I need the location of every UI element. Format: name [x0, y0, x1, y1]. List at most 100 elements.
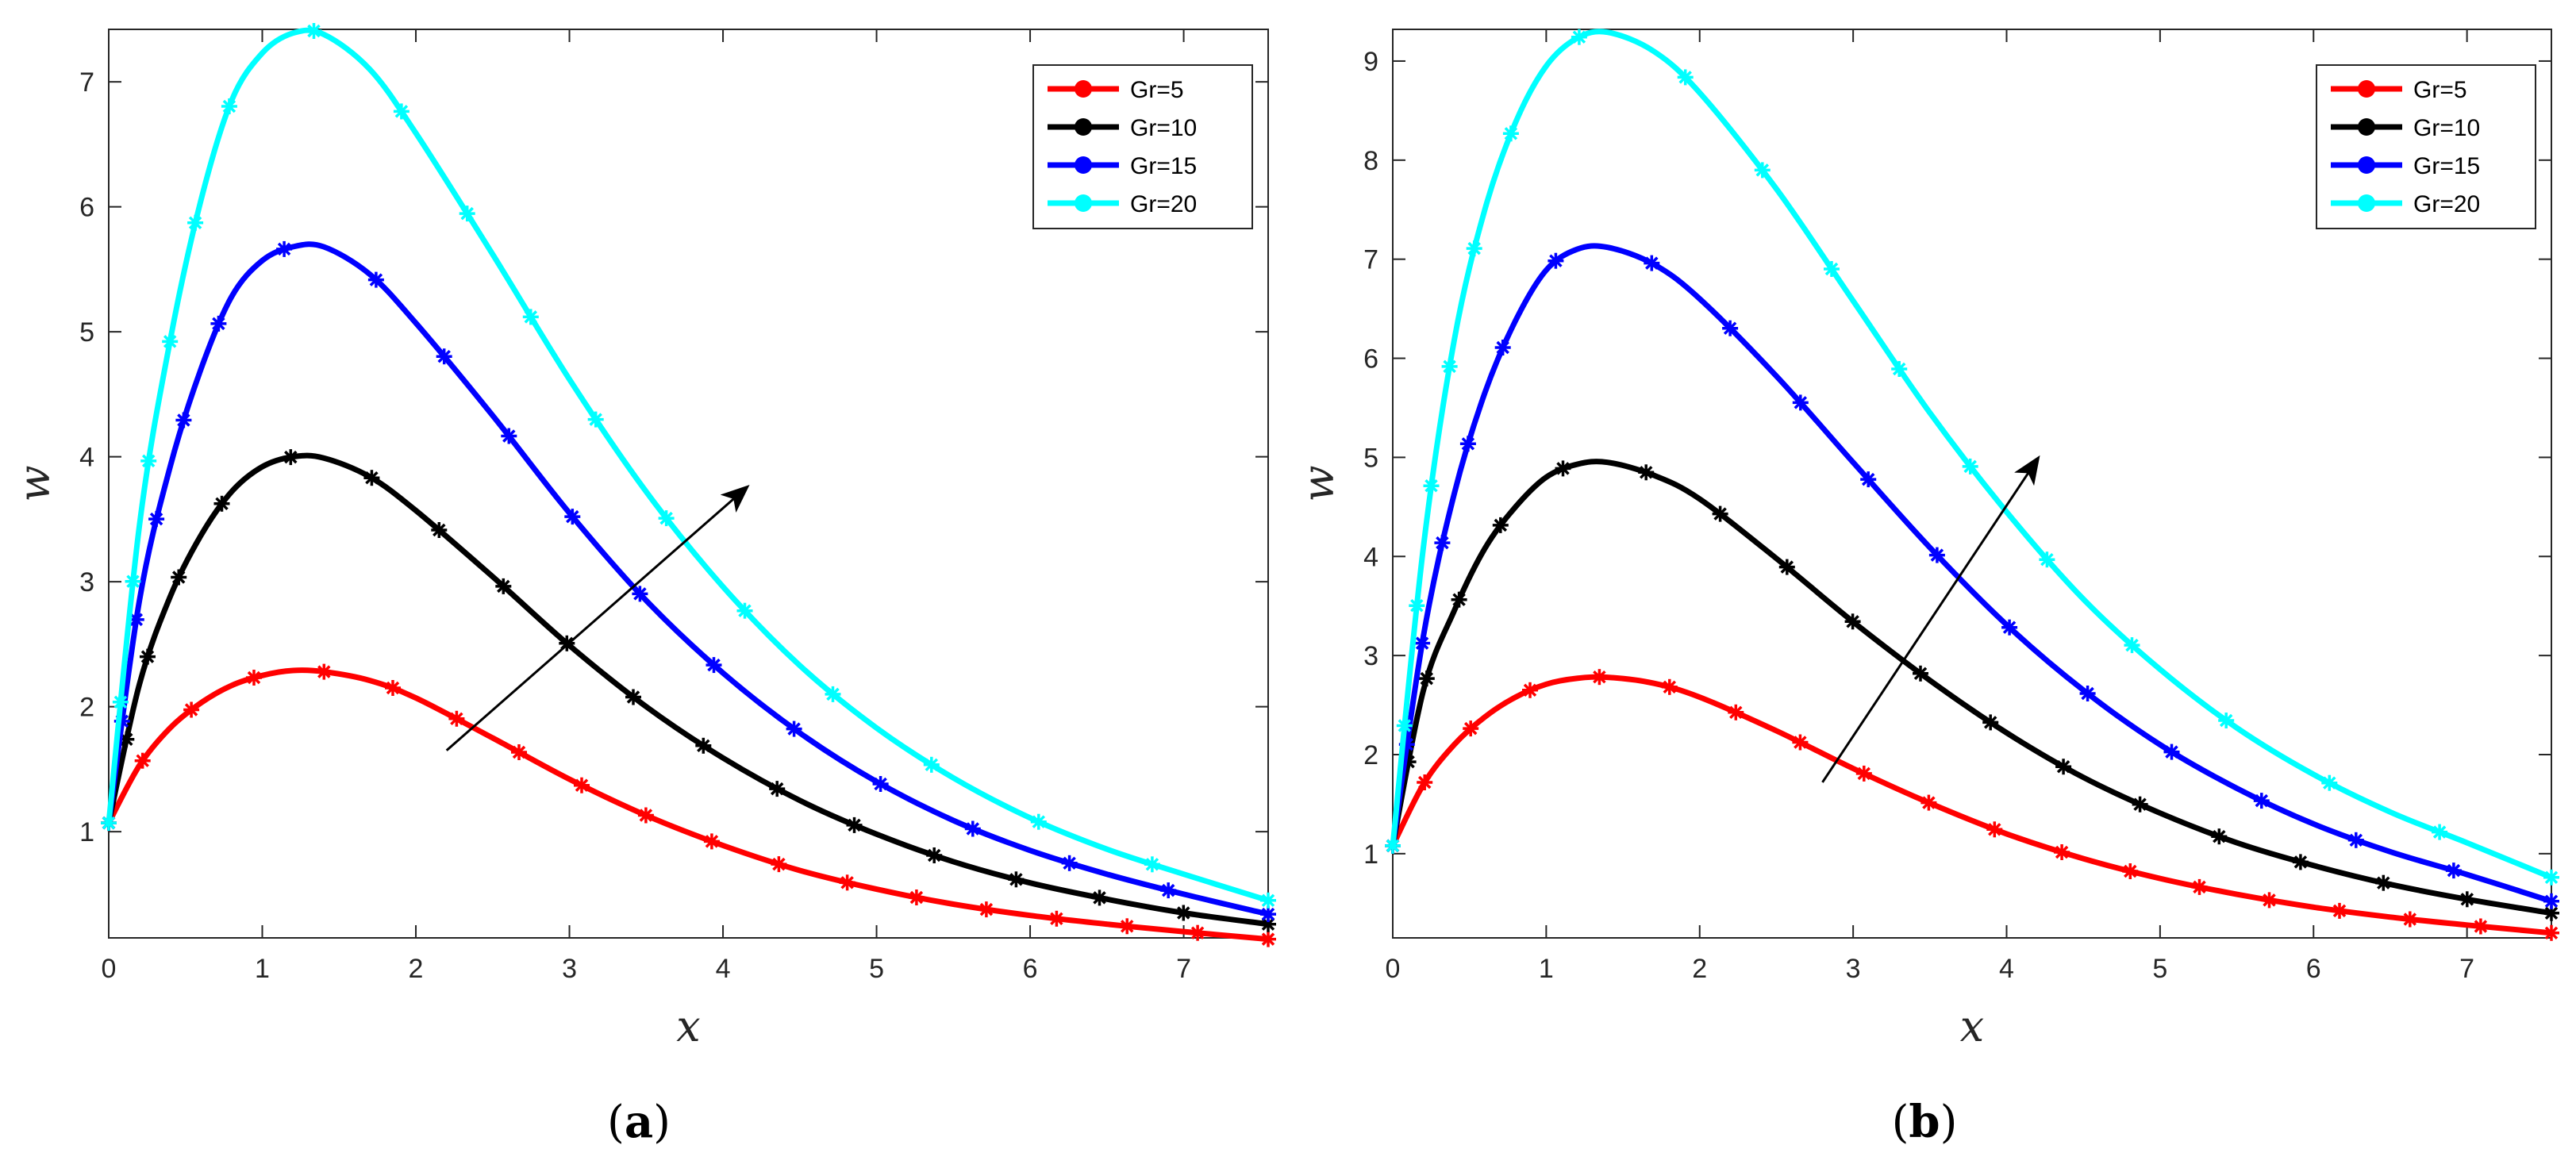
- panel-a-marker-stroke: [925, 758, 939, 772]
- panel-b-marker-Gr=20: [1385, 837, 1401, 854]
- panel-b-marker-stroke: [1461, 437, 1475, 451]
- panel-b-legend-swatch-dot: [2358, 194, 2375, 212]
- panel-b-marker-stroke: [1794, 736, 1807, 749]
- panel-a-marker-Gr=10: [363, 470, 380, 486]
- panel-a-marker-stroke: [141, 454, 156, 468]
- panel-b-marker-Gr=10: [2132, 796, 2148, 813]
- panel-b-marker-Gr=10: [2055, 759, 2072, 775]
- panel-a-marker-stroke: [247, 670, 261, 685]
- panel-b-marker-stroke: [1988, 823, 2001, 836]
- panel-b-marker-Gr=20: [2218, 713, 2235, 728]
- panel-b-marker-stroke: [1424, 478, 1438, 493]
- panel-b-marker-stroke: [1930, 548, 1944, 562]
- panel-a-marker-stroke: [1190, 926, 1205, 939]
- panel-a-marker-stroke: [927, 848, 941, 863]
- panel-b-marker-Gr=10: [1638, 464, 1655, 481]
- panel-b-marker-Gr=20: [1441, 358, 1458, 375]
- panel-a-x-axis-label: x: [676, 1001, 700, 1051]
- panel-b-marker-Gr=5: [2472, 918, 2489, 935]
- panel-b-marker-stroke: [1549, 254, 1563, 267]
- panel-b-marker-Gr=5: [1986, 821, 2003, 838]
- panel-a-marker-Gr=10: [625, 689, 641, 705]
- panel-a-marker-Gr=5: [637, 807, 654, 824]
- panel-b-marker-stroke: [1913, 667, 1928, 681]
- panel-b-marker-Gr=10: [1778, 559, 1795, 575]
- panel-a-xtick-label: 4: [716, 954, 731, 984]
- panel-b-marker-Gr=20: [1754, 162, 1771, 179]
- panel-a-marker-Gr=20: [112, 694, 129, 710]
- panel-a-marker-Gr=15: [210, 315, 227, 332]
- panel-b-marker-stroke: [1556, 462, 1570, 475]
- panel-b-marker-Gr=5: [2401, 911, 2418, 928]
- panel-b-ytick-label: 5: [1363, 443, 1378, 473]
- panel-a-xtick-label: 0: [102, 954, 117, 984]
- panel-a-marker-stroke: [307, 24, 321, 38]
- panel-b-x-axis-label: x: [1960, 1001, 1984, 1051]
- panel-b-marker-stroke: [1417, 775, 1432, 790]
- panel-b-marker-Gr=15: [2543, 893, 2559, 909]
- panel-a-ytick-label: 4: [79, 443, 94, 473]
- panel-a-plot-area: 0 1 2 3 4 5 6 7 1 2 3 4 5 6 7 x w Gr=5 Gr=10 Gr=15 Gr=20: [10, 23, 1276, 1051]
- panel-a-marker-Gr=15: [501, 428, 517, 444]
- panel-b-label: (b): [1892, 1096, 1958, 1148]
- panel-b-marker-stroke: [2544, 870, 2559, 885]
- panel-b-trend-arrow: [1821, 455, 2040, 783]
- panel-b-marker-Gr=5: [1855, 765, 1872, 782]
- panel-b-marker-stroke: [2332, 904, 2347, 918]
- panel-a-axes-frame: [108, 29, 1269, 939]
- panel-b-marker-stroke: [1443, 359, 1456, 374]
- panel-b-marker-stroke: [1572, 30, 1586, 44]
- panel-b-marker-stroke: [1452, 593, 1466, 606]
- panel-b-marker-Gr=10: [1418, 670, 1435, 687]
- panel-a-marker-Gr=15: [276, 240, 293, 257]
- panel-a-marker-Gr=10: [695, 737, 712, 754]
- panel-a-marker-stroke: [626, 690, 640, 704]
- panel-a-marker-stroke: [979, 902, 994, 916]
- panel-a-marker-stroke: [1145, 858, 1159, 871]
- panel-b-marker-stroke: [1983, 716, 1997, 729]
- panel-b-ytick-label: 9: [1363, 47, 1378, 77]
- panel-b-ytick-label: 7: [1363, 245, 1378, 275]
- panel-b-marker-Gr=10: [1844, 613, 1861, 630]
- panel-a: 0 1 2 3 4 5 6 7 1 2 3 4 5 6 7 x w Gr=5 Gr=10 Gr=15 Gr=20 (a): [10, 23, 1276, 1148]
- panel-b-marker-stroke: [1713, 507, 1727, 521]
- panel-a-marker-Gr=20: [101, 815, 117, 832]
- panel-b-marker-Gr=15: [1860, 471, 1877, 488]
- panel-a-ytick-label: 2: [79, 693, 94, 723]
- panel-b-marker-Gr=20: [1891, 361, 1908, 377]
- panel-b-legend-entry: Gr=5: [2413, 77, 2467, 103]
- panel-b-legend-entry: Gr=15: [2413, 153, 2480, 179]
- panel-a-marker-stroke: [284, 450, 298, 464]
- panel-b-marker-stroke: [1415, 636, 1429, 650]
- panel-a-marker-Gr=20: [459, 206, 475, 222]
- panel-a-marker-Gr=20: [1260, 892, 1276, 909]
- panel-b-marker-Gr=5: [2543, 924, 2559, 941]
- panel-b-marker-stroke: [2293, 855, 2308, 869]
- panel-b: 0 1 2 3 4 5 6 7 1 2 3 4 5 6 7 8 9 x w Gr=5 Gr=10 Gr=15 Gr=20 (…: [1294, 29, 2559, 1148]
- panel-b-marker-stroke: [1857, 766, 1871, 781]
- panel-b-xtick-label: 7: [2459, 954, 2474, 984]
- panel-b-marker-stroke: [2544, 894, 2559, 909]
- panel-b-marker-stroke: [1398, 719, 1412, 732]
- panel-a-marker-stroke: [277, 242, 291, 256]
- panel-b-marker-stroke: [1922, 796, 1936, 809]
- panel-a-marker-Gr=10: [213, 495, 230, 512]
- panel-a-marker-Gr=5: [316, 663, 333, 680]
- panel-a-marker-Gr=5: [183, 701, 200, 718]
- panel-b-marker-Gr=15: [2001, 619, 2018, 636]
- panel-b-marker-stroke: [2055, 845, 2069, 859]
- panel-a-marker-stroke: [126, 574, 140, 588]
- panel-a-marker-stroke: [1261, 932, 1275, 946]
- panel-a-marker-stroke: [1161, 883, 1175, 897]
- panel-b-marker-stroke: [2460, 893, 2474, 906]
- panel-a-marker-Gr=10: [926, 847, 943, 863]
- panel-b-marker-Gr=15: [1792, 394, 1809, 411]
- panel-a-legend-entry: Gr=5: [1130, 77, 1184, 103]
- panel-a-marker-Gr=15: [786, 720, 802, 737]
- panel-a-marker-stroke: [575, 778, 589, 792]
- panel-a-marker-Gr=15: [632, 586, 648, 602]
- panel-a-marker-Gr=20: [221, 98, 237, 114]
- panel-b-marker-Gr=5: [2332, 902, 2347, 919]
- panel-b-marker-stroke: [1523, 683, 1537, 697]
- panel-b-series-line-Gr=20: [1390, 29, 2555, 881]
